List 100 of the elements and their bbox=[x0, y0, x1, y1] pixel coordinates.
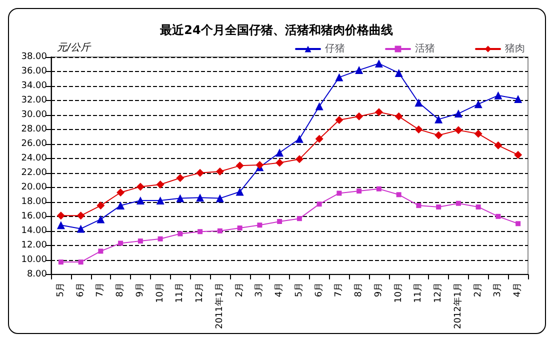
point bbox=[374, 108, 383, 116]
point bbox=[494, 141, 502, 150]
x-tick-label: 7月 bbox=[334, 282, 344, 298]
y-tick-label: 36.00 bbox=[21, 66, 48, 76]
point bbox=[296, 216, 302, 222]
point bbox=[436, 204, 442, 210]
point bbox=[276, 158, 284, 167]
y-tick-label: 22.00 bbox=[21, 168, 48, 178]
x-tick-label: 11月 bbox=[414, 282, 424, 303]
y-tick-label: 28.00 bbox=[21, 124, 48, 134]
x-tick-label: 2月 bbox=[234, 282, 245, 298]
point bbox=[474, 130, 482, 138]
point bbox=[295, 155, 304, 164]
point bbox=[316, 202, 322, 207]
point bbox=[257, 222, 262, 228]
point bbox=[58, 260, 64, 265]
point bbox=[355, 112, 364, 120]
point bbox=[335, 116, 344, 124]
point bbox=[394, 112, 403, 120]
point bbox=[496, 214, 501, 219]
x-tick-label: 12月 bbox=[434, 282, 444, 303]
y-tick-label: 24.00 bbox=[21, 153, 48, 164]
x-tick-label: 10月 bbox=[394, 282, 404, 303]
point bbox=[356, 188, 362, 194]
point bbox=[96, 215, 105, 224]
x-tick-label: 7月 bbox=[96, 282, 106, 298]
point bbox=[355, 66, 364, 74]
point bbox=[176, 194, 184, 202]
point bbox=[158, 236, 163, 242]
point bbox=[416, 203, 422, 208]
point bbox=[176, 174, 184, 182]
point bbox=[236, 188, 244, 196]
point bbox=[236, 162, 244, 170]
point bbox=[96, 202, 105, 210]
y-tick-label: 12.00 bbox=[21, 240, 48, 250]
point bbox=[138, 238, 143, 244]
point bbox=[434, 115, 443, 124]
point bbox=[414, 125, 423, 134]
x-tick-label: 8月 bbox=[116, 282, 126, 298]
point bbox=[116, 202, 125, 210]
point bbox=[456, 200, 461, 206]
point bbox=[454, 110, 462, 118]
y-tick-label: 18.00 bbox=[21, 196, 48, 207]
point bbox=[374, 60, 383, 68]
x-tick-label: 9月 bbox=[135, 282, 146, 298]
point bbox=[277, 218, 282, 224]
point bbox=[336, 190, 342, 196]
point bbox=[394, 68, 403, 77]
y-tick-label: 10.00 bbox=[21, 254, 48, 265]
x-tick-label: 2011年1月 bbox=[214, 282, 225, 330]
y-axis-title: 元/公斤 bbox=[57, 42, 92, 54]
point bbox=[198, 229, 203, 234]
point bbox=[156, 196, 164, 204]
x-tick-label: 5月 bbox=[294, 282, 304, 298]
point bbox=[116, 188, 125, 196]
point bbox=[56, 221, 65, 230]
point bbox=[256, 160, 264, 169]
point bbox=[276, 148, 284, 157]
point bbox=[295, 134, 304, 143]
point bbox=[514, 95, 522, 104]
chart-title: 最近24个月全国仔猪、活猪和猪肉价格曲线 bbox=[159, 23, 393, 37]
point bbox=[98, 248, 104, 254]
x-tick-label: 2月 bbox=[473, 282, 484, 298]
y-tick-label: 8.00 bbox=[26, 269, 48, 280]
y-tick-label: 34.00 bbox=[21, 80, 48, 91]
point bbox=[56, 212, 65, 220]
x-tick-label: 2012年1月 bbox=[452, 282, 464, 330]
y-tick-label: 14.00 bbox=[21, 226, 48, 236]
point bbox=[514, 150, 522, 159]
point bbox=[78, 260, 84, 265]
point bbox=[178, 231, 183, 236]
x-tick-label: 6月 bbox=[314, 282, 324, 298]
x-tick-label: 3月 bbox=[493, 282, 504, 298]
x-tick-label: 6月 bbox=[76, 282, 86, 298]
x-tick-label: 12月 bbox=[195, 282, 206, 303]
y-tick-label: 38.00 bbox=[21, 52, 48, 62]
point bbox=[216, 167, 224, 176]
y-tick-label: 16.00 bbox=[21, 211, 48, 222]
point bbox=[136, 182, 144, 191]
x-tick-label: 10月 bbox=[155, 282, 166, 303]
point bbox=[196, 194, 204, 202]
point bbox=[454, 126, 462, 134]
x-tick-label: 3月 bbox=[254, 282, 265, 298]
point bbox=[376, 186, 382, 192]
x-tick-label: 5月 bbox=[56, 282, 66, 298]
y-tick-label: 26.00 bbox=[21, 138, 48, 149]
legend-label: 活猪 bbox=[415, 42, 435, 54]
legend-label: 仔猪 bbox=[325, 42, 345, 54]
point bbox=[76, 224, 85, 233]
point bbox=[494, 91, 502, 100]
point bbox=[516, 221, 521, 226]
x-tick-label: 4月 bbox=[274, 282, 285, 298]
point bbox=[76, 212, 85, 220]
point bbox=[315, 102, 324, 110]
point bbox=[136, 196, 144, 204]
legend-label: 猪肉 bbox=[505, 42, 525, 54]
point bbox=[315, 134, 324, 143]
x-tick-label: 11月 bbox=[175, 282, 186, 303]
x-tick-label: 9月 bbox=[374, 282, 384, 298]
y-tick-label: 32.00 bbox=[21, 95, 48, 106]
